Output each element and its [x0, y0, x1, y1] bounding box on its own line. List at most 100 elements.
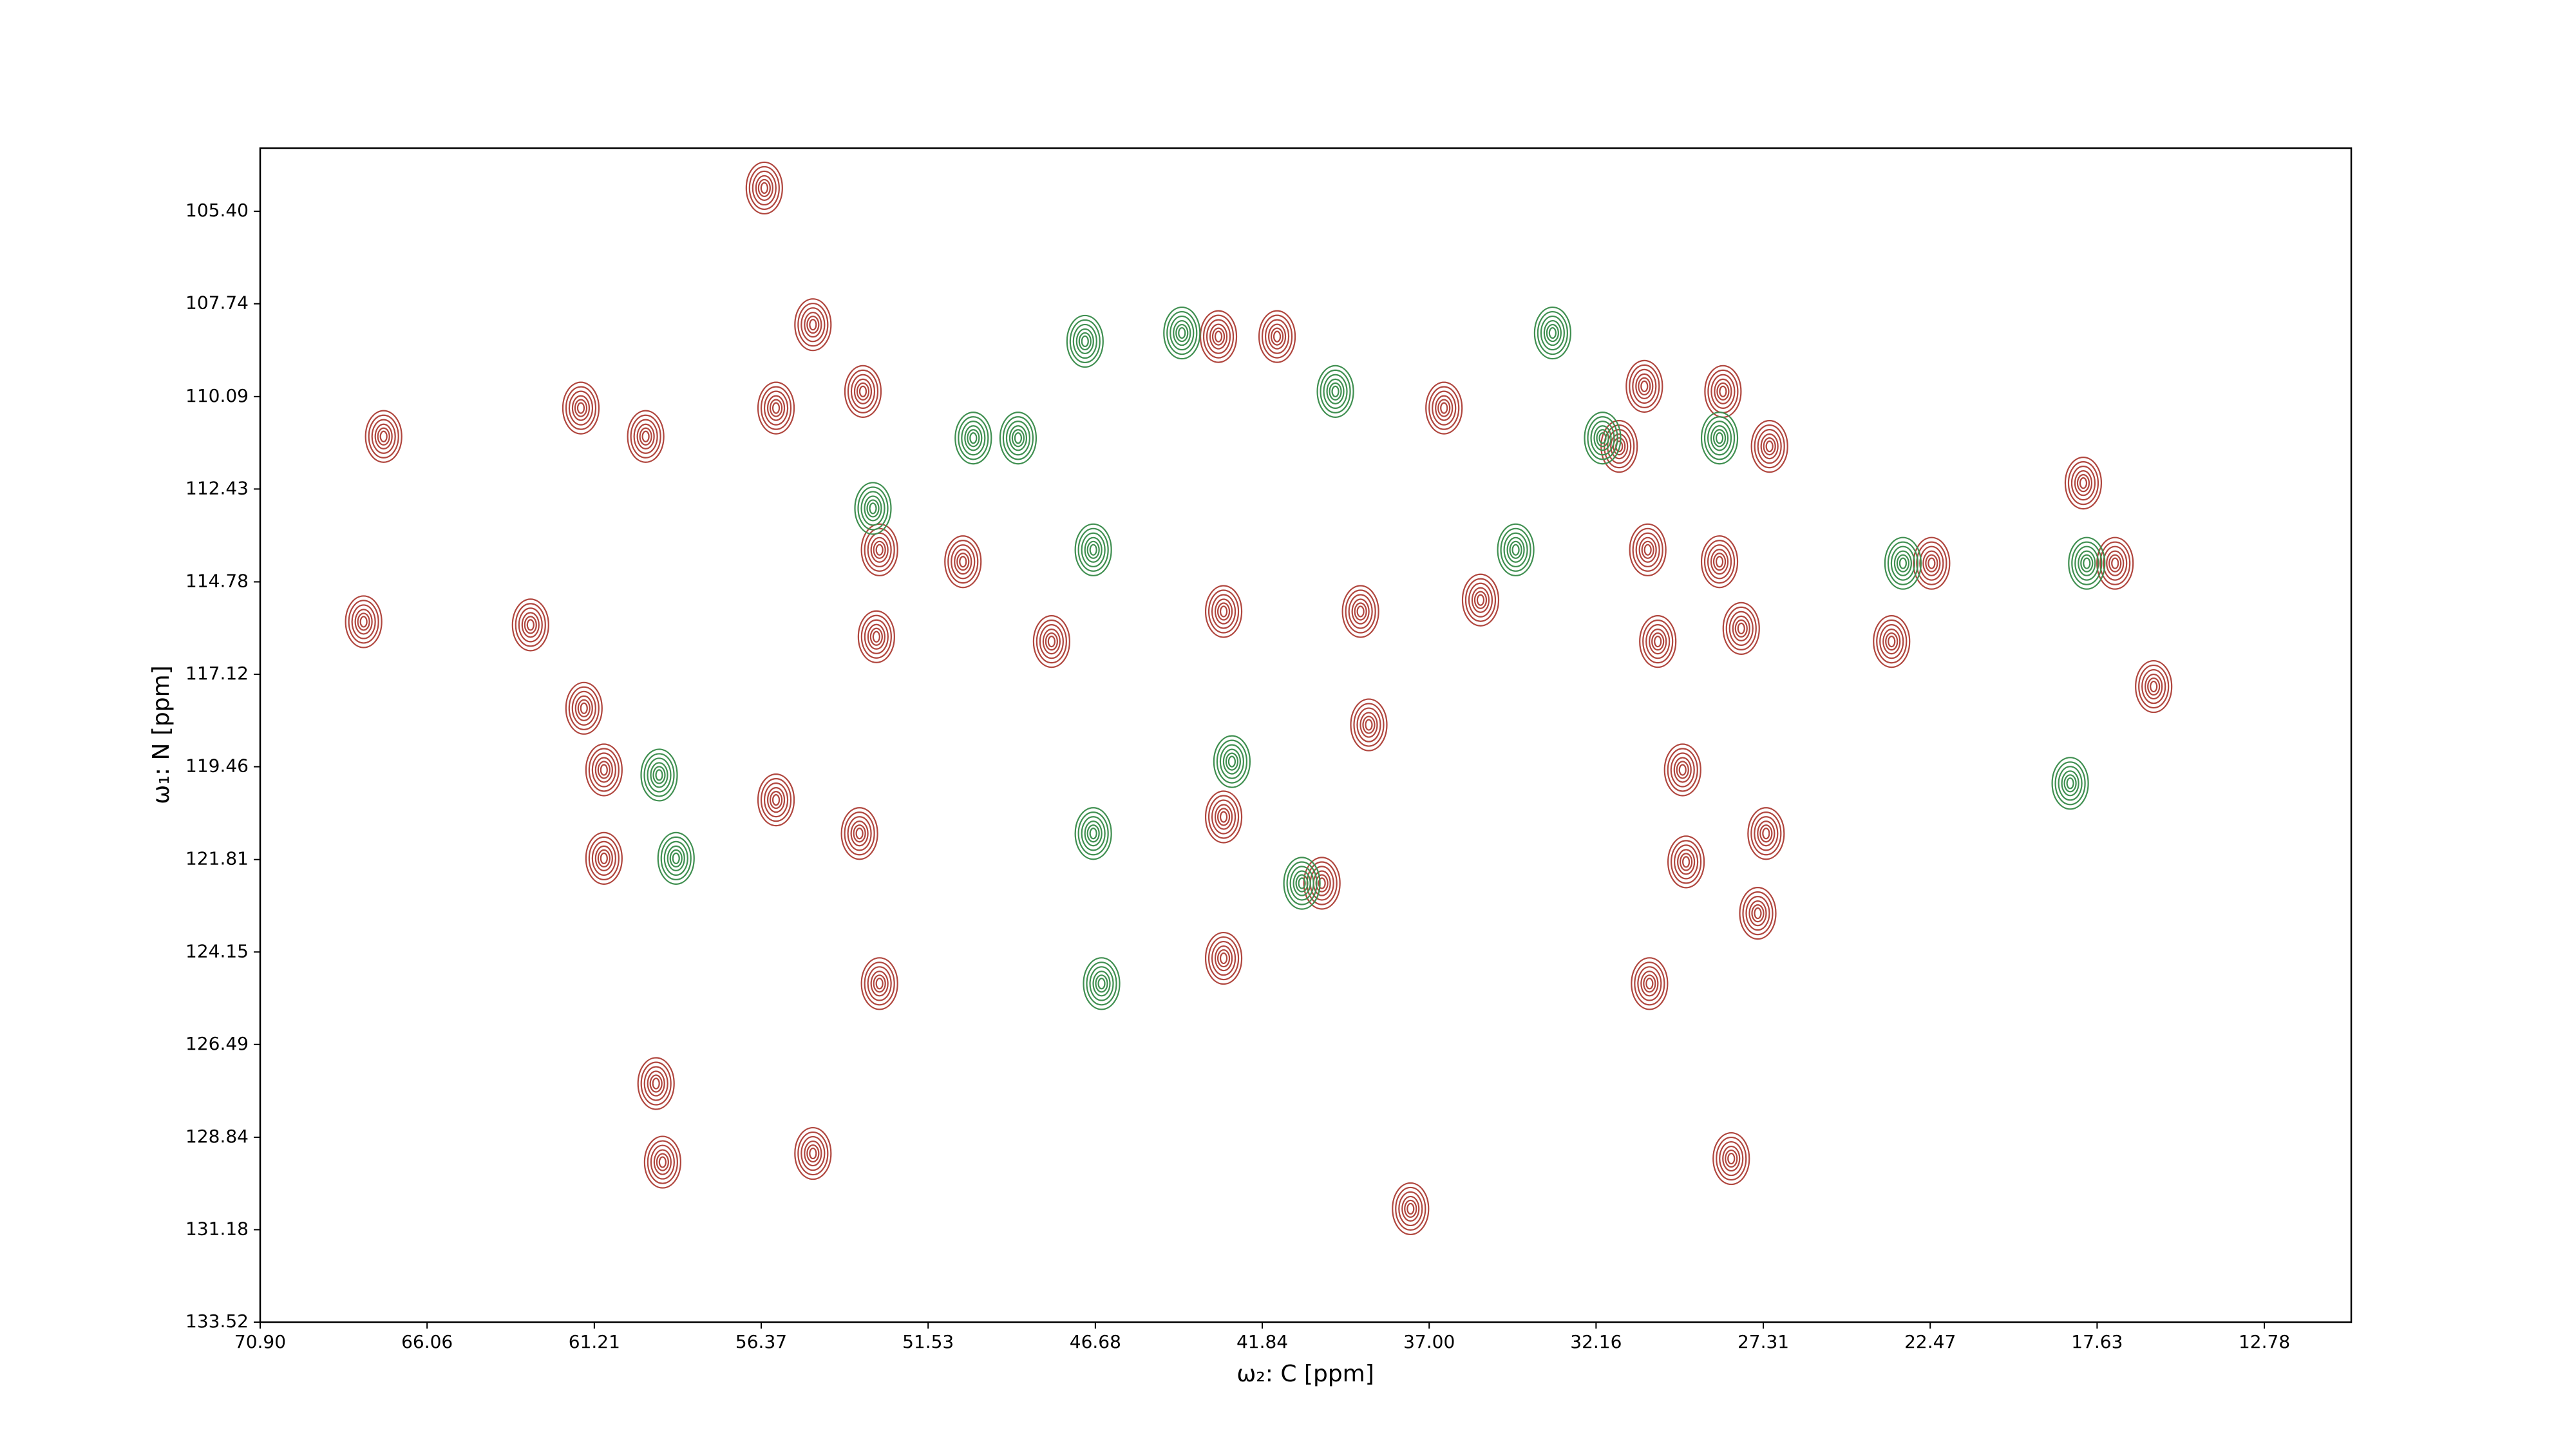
- contour-peak: [643, 1135, 681, 1189]
- y-tick-label: 128.84: [185, 1126, 249, 1147]
- contour-peak: [1213, 735, 1251, 788]
- y-tick-label: 117.12: [185, 663, 249, 684]
- y-tick-label: 121.81: [185, 848, 249, 869]
- y-tick-label: 105.40: [185, 200, 249, 221]
- contour-peak: [2135, 659, 2173, 714]
- y-axis-label: ω₁: N [ppm]: [148, 665, 175, 804]
- y-tick-label: 133.52: [185, 1311, 249, 1332]
- contour-peak: [954, 412, 992, 465]
- contour-peak: [1747, 807, 1785, 860]
- contour-peak: [857, 610, 895, 663]
- contour-peak: [1350, 698, 1388, 752]
- contour-peak: [657, 831, 695, 885]
- contour-peak: [1750, 420, 1788, 473]
- contour-peak: [840, 807, 878, 860]
- contour-peak: [794, 1126, 832, 1180]
- contour-peak: [1316, 365, 1354, 418]
- contour-peak: [1913, 536, 1951, 590]
- contour-peak: [794, 298, 832, 352]
- contour-peak: [2068, 536, 2106, 590]
- x-tick-label: 12.78: [2239, 1331, 2290, 1352]
- contour-peak: [1074, 523, 1112, 576]
- contour-peak: [1083, 957, 1121, 1010]
- y-tick-label: 107.74: [185, 292, 249, 314]
- contour-peak: [1533, 306, 1571, 360]
- x-tick-label: 70.90: [234, 1331, 286, 1352]
- contour-peak: [1667, 835, 1705, 889]
- x-tick-label: 37.00: [1403, 1331, 1455, 1352]
- x-tick-label: 22.47: [1904, 1331, 1956, 1352]
- contour-peak: [1392, 1182, 1430, 1236]
- contour-peak: [1884, 536, 1922, 590]
- contour-peak: [999, 412, 1037, 465]
- contour-peak: [1303, 857, 1341, 910]
- contour-peak: [1639, 615, 1677, 668]
- contour-peak: [365, 410, 402, 463]
- y-tick-label: 114.78: [185, 571, 249, 592]
- x-tick-label: 61.21: [569, 1331, 620, 1352]
- contour-peak: [1722, 601, 1760, 655]
- x-axis-label: ω₂: C [ppm]: [1236, 1361, 1374, 1387]
- y-tick-label: 112.43: [185, 477, 249, 498]
- x-tick-label: 56.37: [735, 1331, 787, 1352]
- contour-peak: [565, 681, 603, 735]
- contour-peak: [745, 161, 783, 215]
- plot-area: [345, 161, 2173, 1236]
- contour-peak: [1631, 957, 1669, 1010]
- contour-peak: [562, 381, 600, 435]
- contour-peak: [757, 381, 795, 435]
- contour-peak: [2051, 757, 2089, 810]
- x-tick-label: 17.63: [2071, 1331, 2123, 1352]
- contour-peak: [1199, 310, 1238, 363]
- contour-peak: [757, 773, 795, 827]
- contour-peak: [1074, 807, 1112, 860]
- contour-peak: [1204, 931, 1243, 985]
- contour-peak: [1204, 790, 1243, 844]
- contour-peak: [585, 831, 623, 885]
- contour-peak: [1663, 743, 1701, 797]
- x-tick-label: 27.31: [1738, 1331, 1789, 1352]
- contour-peak: [1700, 412, 1739, 465]
- contour-peak: [1163, 306, 1201, 360]
- contour-peak: [2096, 536, 2134, 590]
- contour-peak: [1032, 615, 1070, 668]
- contour-peak: [1704, 365, 1742, 418]
- contour-peak: [1700, 535, 1739, 589]
- contour-peak: [854, 482, 892, 535]
- contour-peak: [2064, 457, 2103, 510]
- contour-peak: [640, 748, 678, 802]
- contour-peak: [627, 410, 665, 463]
- contour-peak: [345, 595, 383, 649]
- y-tick-label: 110.09: [185, 385, 249, 406]
- x-tick-label: 41.84: [1236, 1331, 1288, 1352]
- contour-peak: [1066, 314, 1104, 368]
- contour-peak: [1461, 573, 1500, 627]
- contour-peak: [1712, 1132, 1750, 1186]
- y-tick-label: 119.46: [185, 755, 249, 777]
- y-tick-label: 124.15: [185, 940, 249, 961]
- contour-peak: [1425, 381, 1463, 435]
- contour-peak: [1258, 310, 1296, 363]
- contour-peak: [1283, 857, 1321, 910]
- contour-peak: [860, 523, 898, 576]
- y-tick-label: 131.18: [185, 1218, 249, 1239]
- contour-peak: [1873, 615, 1911, 668]
- contour-peak: [1739, 887, 1777, 940]
- y-tick-label: 126.49: [185, 1033, 249, 1054]
- contour-peak: [1629, 523, 1667, 576]
- contour-peak: [1204, 585, 1243, 638]
- contour-peak: [511, 598, 549, 652]
- axes-frame: [259, 147, 2353, 1323]
- x-tick-label: 46.68: [1070, 1331, 1121, 1352]
- contour-peak: [1341, 585, 1379, 638]
- contour-peak: [1584, 412, 1622, 465]
- contour-peak: [944, 535, 982, 589]
- contour-peak: [844, 365, 882, 418]
- x-tick-label: 32.16: [1570, 1331, 1622, 1352]
- contour-peak: [637, 1057, 675, 1110]
- contour-peak: [1625, 359, 1663, 413]
- contour-peak: [1600, 420, 1638, 473]
- contour-peak: [860, 957, 898, 1010]
- contour-peak: [1497, 523, 1535, 576]
